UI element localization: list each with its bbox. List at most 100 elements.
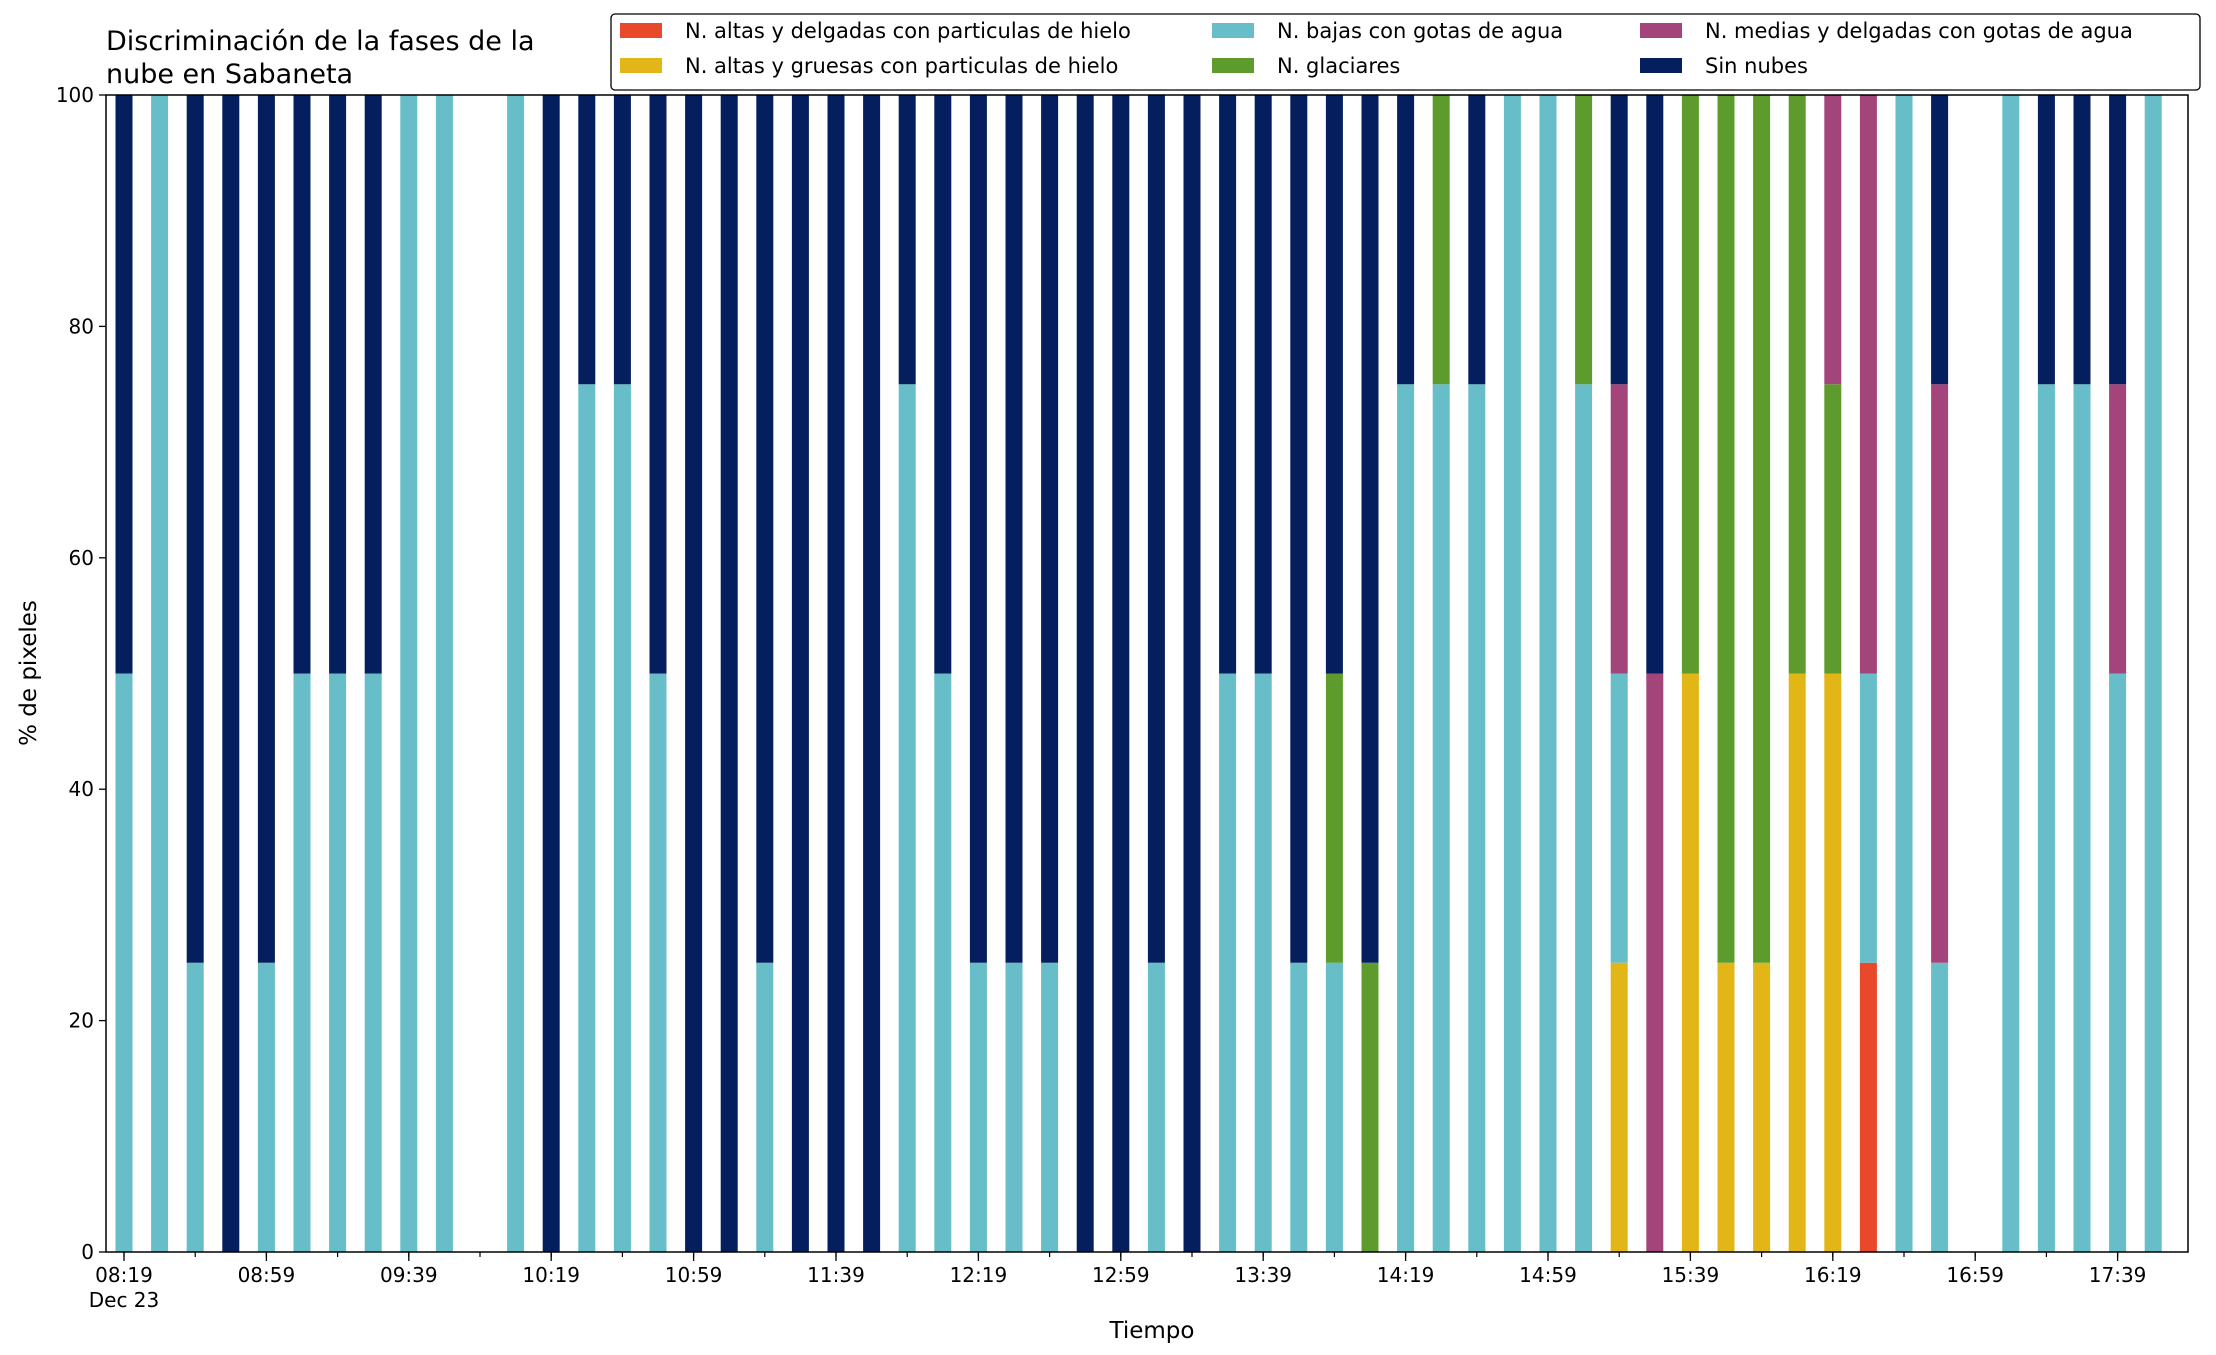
y-tick-label: 60 [69, 546, 94, 570]
legend-swatch [1640, 23, 1682, 38]
bar-segment [1753, 95, 1771, 963]
bar-segment [2109, 673, 2127, 1252]
bars-layer [115, 95, 2162, 1252]
bar-segment [1539, 95, 1557, 1252]
bar-segment [1824, 384, 1842, 674]
bar-segment [1859, 95, 1877, 674]
bar-segment [1717, 962, 1735, 1252]
bar-segment [1931, 384, 1949, 963]
legend-label: N. glaciares [1277, 54, 1400, 78]
bar-segment [364, 673, 382, 1252]
legend-label: N. bajas con gotas de agua [1277, 19, 1563, 43]
bar-segment [685, 95, 703, 1252]
bar-segment [1290, 962, 1308, 1252]
bar-segment [2073, 95, 2091, 385]
plot-frame [105, 94, 2189, 1253]
bar-segment [578, 95, 596, 385]
x-tick-label: 16:59 [1946, 1263, 2004, 1287]
bar-segment [1432, 384, 1450, 1252]
bar-segment [1717, 95, 1735, 963]
bar-segment [1325, 95, 1343, 674]
bar-segment [1931, 95, 1949, 385]
bar-segment [649, 673, 667, 1252]
bar-segment [1147, 95, 1165, 963]
y-tick-label: 80 [69, 314, 94, 338]
bar-segment [934, 95, 952, 674]
bar-segment [1041, 962, 1059, 1252]
bar-segment [400, 95, 418, 1252]
bar-segment [257, 962, 275, 1252]
bar-segment [1147, 962, 1165, 1252]
bar-segment [1753, 962, 1771, 1252]
bar-segment [364, 95, 382, 674]
x-tick-label: 11:39 [807, 1263, 865, 1287]
bar-segment [186, 95, 204, 963]
bar-segment [2073, 384, 2091, 1252]
x-tick-label: 08:19 [95, 1263, 153, 1287]
legend-box [610, 13, 2201, 91]
legend-label: N. altas y delgadas con particulas de hi… [685, 19, 1131, 43]
x-tick-label: 13:39 [1234, 1263, 1292, 1287]
bar-segment [1610, 384, 1628, 674]
x-tick-label: 12:59 [1092, 1263, 1150, 1287]
bar-segment [1254, 673, 1272, 1252]
legend-label: N. medias y delgadas con gotas de agua [1705, 19, 2133, 43]
bar-segment [2144, 95, 2162, 1252]
bar-segment [1041, 95, 1059, 963]
bar-segment [791, 95, 809, 1252]
legend-swatch [620, 58, 662, 73]
bar-segment [2109, 95, 2127, 385]
bar-segment [1931, 962, 1949, 1252]
bar-segment [934, 673, 952, 1252]
bar-segment [1432, 95, 1450, 385]
bar-segment [756, 962, 774, 1252]
bar-segment [1895, 95, 1913, 1252]
bar-segment [2002, 95, 2020, 1252]
bar-segment [1646, 95, 1664, 674]
bar-segment [1575, 384, 1593, 1252]
chart-title-line-1: Discriminación de la fases de la [106, 26, 535, 57]
bar-segment [898, 384, 916, 1252]
x-tick-label: 16:19 [1804, 1263, 1862, 1287]
bar-segment [1468, 95, 1486, 385]
bar-segment [613, 384, 631, 1252]
x-axis: 08:19 08:59 09:39 10:19 10:59 11:39 12:19 12:59… [95, 1252, 2146, 1287]
bar-segment [1681, 673, 1699, 1252]
bar-segment [1610, 673, 1628, 963]
x-tick-label: 17:39 [2089, 1263, 2147, 1287]
x-tick-label: 12:19 [950, 1263, 1008, 1287]
bar-segment [969, 95, 987, 963]
bar-segment [613, 95, 631, 385]
bar-segment [1824, 673, 1842, 1252]
bar-segment [578, 384, 596, 1252]
bar-segment [1824, 95, 1842, 385]
bar-segment [1646, 673, 1664, 1252]
bar-segment [1325, 962, 1343, 1252]
bar-segment [1610, 95, 1628, 385]
x-axis-label: Tiempo [1109, 1318, 1195, 1344]
bar-segment [1076, 95, 1094, 1252]
x-tick-label: 14:59 [1519, 1263, 1577, 1287]
x-tick-label: 10:19 [522, 1263, 580, 1287]
bar-segment [1397, 95, 1415, 385]
bar-segment [1290, 95, 1308, 963]
bar-segment [1859, 673, 1877, 963]
y-tick-label: 40 [69, 777, 94, 801]
bar-segment [1788, 95, 1806, 674]
bar-segment [1254, 95, 1272, 674]
bar-segment [186, 962, 204, 1252]
x-tick-label: 08:59 [238, 1263, 296, 1287]
bar-segment [151, 95, 169, 1252]
legend-label: N. altas y gruesas con particulas de hie… [685, 54, 1118, 78]
bar-segment [1219, 673, 1237, 1252]
bar-segment [1219, 95, 1237, 674]
legend-swatch [1212, 58, 1254, 73]
bar-segment [2037, 95, 2055, 385]
legend-swatch [1212, 23, 1254, 38]
legend-label: Sin nubes [1705, 54, 1808, 78]
bar-segment [1183, 95, 1201, 1252]
bar-segment [863, 95, 881, 1252]
legend-swatch [620, 23, 662, 38]
bar-segment [257, 95, 275, 963]
bar-segment [293, 673, 311, 1252]
